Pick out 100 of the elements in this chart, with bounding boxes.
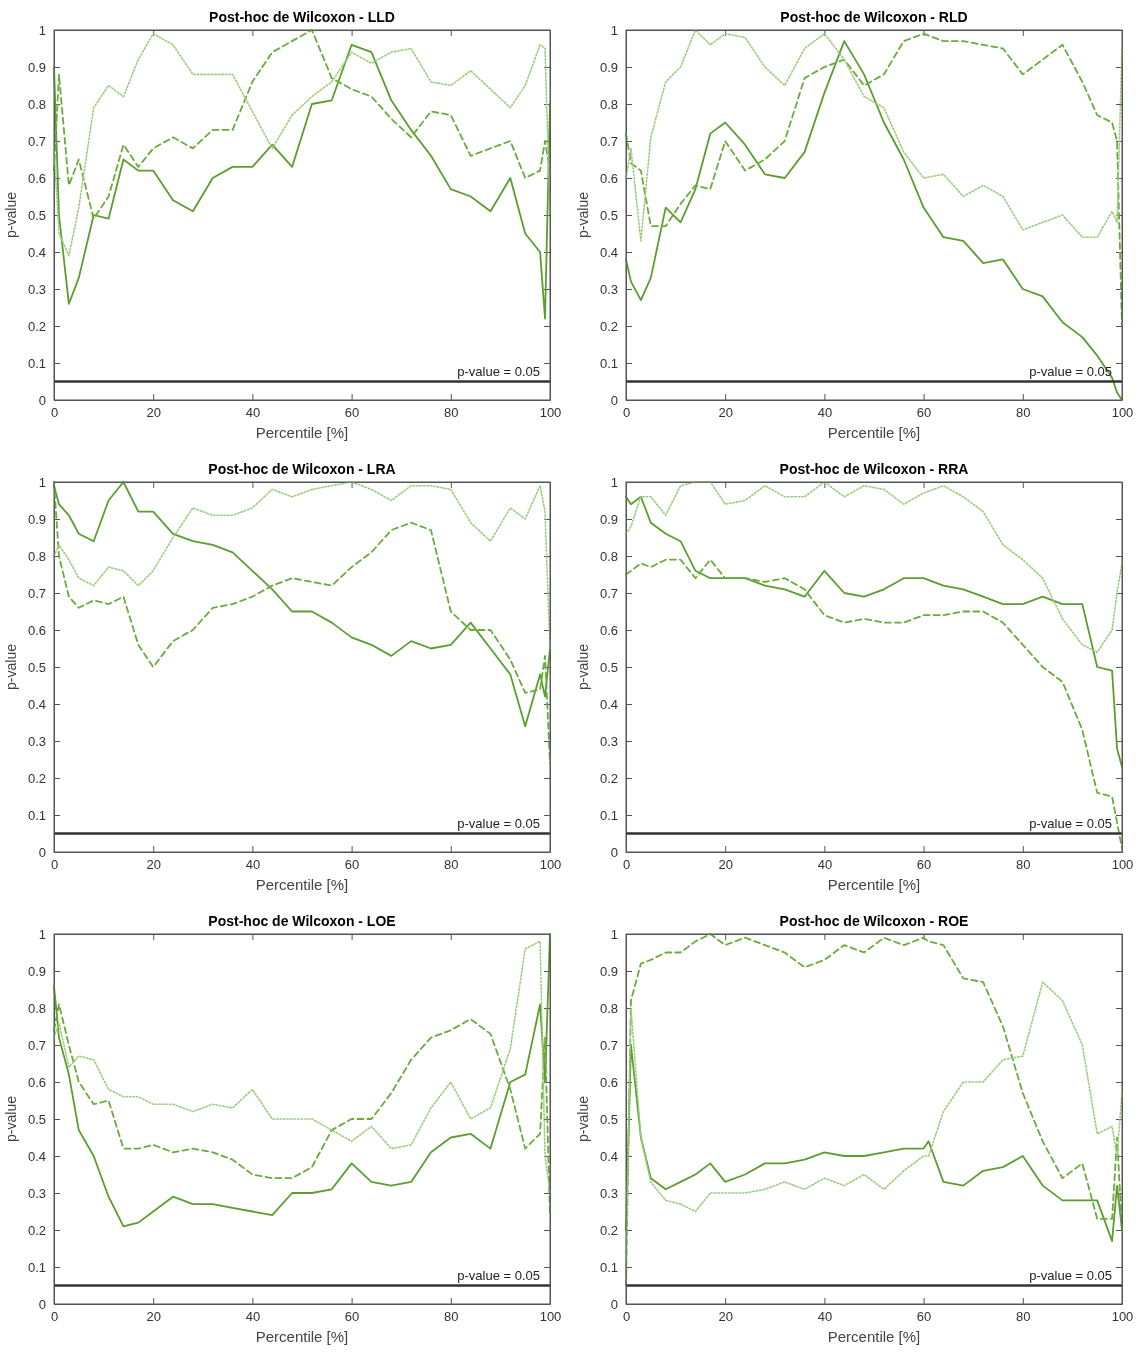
y-tick-label: 0.1 xyxy=(599,1259,618,1275)
y-tick-label: 0.6 xyxy=(27,622,46,638)
x-tick-label: 40 xyxy=(817,1309,833,1325)
x-tick-label: 100 xyxy=(1111,405,1134,421)
x-tick-label: 0 xyxy=(622,1309,631,1325)
y-tick-label: 0.4 xyxy=(599,244,618,260)
y-axis-title: p-value xyxy=(3,643,19,690)
y-tick-label: 1 xyxy=(610,926,618,942)
y-tick-label: 0.3 xyxy=(27,733,46,749)
x-tick-label: 0 xyxy=(622,857,631,873)
y-tick-label: 0.1 xyxy=(27,807,46,823)
y-tick-label: 0.7 xyxy=(599,133,618,149)
x-tick-label: 80 xyxy=(444,405,459,421)
y-tick-label: 0.9 xyxy=(599,963,618,979)
x-axis-title: Percentile [%] xyxy=(255,1328,349,1345)
x-tick-label: 40 xyxy=(245,405,261,421)
y-tick-label: 0.6 xyxy=(599,170,618,186)
y-tick-label: 0.7 xyxy=(599,585,618,601)
chart-title: Post-hoc de Wilcoxon - LOE xyxy=(208,913,396,929)
x-axis-title: Percentile [%] xyxy=(255,424,349,441)
y-tick-label: 0.6 xyxy=(599,1074,618,1090)
y-tick-label: 0.8 xyxy=(27,96,46,112)
y-tick-label: 0.4 xyxy=(599,696,618,712)
y-axis-title: p-value xyxy=(3,1095,19,1142)
ref-line-label: p-value = 0.05 xyxy=(457,363,540,379)
y-tick-label: 0.9 xyxy=(599,511,618,527)
y-tick-label: 0.3 xyxy=(599,733,618,749)
ref-line-label: p-value = 0.05 xyxy=(457,815,540,831)
y-tick-label: 1 xyxy=(38,926,46,942)
x-tick-label: 40 xyxy=(817,405,833,421)
y-tick-label: 0.8 xyxy=(599,548,618,564)
y-tick-label: 0 xyxy=(610,392,618,408)
x-tick-label: 60 xyxy=(344,857,360,873)
y-tick-label: 0 xyxy=(38,844,46,860)
x-tick-label: 0 xyxy=(50,1309,59,1325)
x-tick-label: 60 xyxy=(916,857,932,873)
y-tick-label: 0.9 xyxy=(27,511,46,527)
x-axis-title: Percentile [%] xyxy=(827,424,921,441)
y-tick-label: 0.9 xyxy=(599,59,618,75)
y-tick-label: 0.5 xyxy=(599,1111,618,1127)
y-tick-label: 0.8 xyxy=(599,96,618,112)
chart-title: Post-hoc de Wilcoxon - LLD xyxy=(209,9,395,25)
y-axis-title: p-value xyxy=(3,191,19,238)
y-tick-label: 0.6 xyxy=(27,1074,46,1090)
chart-title: Post-hoc de Wilcoxon - ROE xyxy=(779,913,969,929)
y-tick-label: 0.7 xyxy=(27,133,46,149)
y-tick-label: 0.7 xyxy=(27,585,46,601)
y-tick-label: 0.8 xyxy=(27,548,46,564)
y-tick-label: 0.2 xyxy=(27,318,46,334)
y-tick-label: 0.9 xyxy=(27,59,46,75)
y-tick-label: 0.5 xyxy=(27,659,46,675)
y-tick-label: 1 xyxy=(610,474,618,490)
x-tick-label: 60 xyxy=(344,405,360,421)
y-tick-label: 0.3 xyxy=(27,281,46,297)
y-tick-label: 0 xyxy=(610,844,618,860)
x-axis-title: Percentile [%] xyxy=(827,876,921,893)
x-tick-label: 20 xyxy=(718,405,733,421)
y-tick-label: 0.6 xyxy=(599,622,618,638)
y-tick-label: 0.1 xyxy=(599,807,618,823)
x-tick-label: 100 xyxy=(539,857,562,873)
x-tick-label: 80 xyxy=(1016,405,1031,421)
y-tick-label: 0.3 xyxy=(27,1185,46,1201)
y-tick-label: 0.7 xyxy=(599,1037,618,1053)
ref-line-label: p-value = 0.05 xyxy=(1029,815,1112,831)
y-tick-label: 0.9 xyxy=(27,963,46,979)
y-tick-label: 0.3 xyxy=(599,281,618,297)
x-tick-label: 60 xyxy=(344,1309,360,1325)
chart-title: Post-hoc de Wilcoxon - RLD xyxy=(780,9,968,25)
y-tick-label: 0 xyxy=(38,392,46,408)
x-tick-label: 20 xyxy=(146,857,161,873)
y-tick-label: 0.8 xyxy=(599,1000,618,1016)
y-tick-label: 0.1 xyxy=(599,355,618,371)
x-tick-label: 40 xyxy=(817,857,833,873)
y-tick-label: 0.5 xyxy=(27,207,46,223)
x-tick-label: 0 xyxy=(50,405,59,421)
y-tick-label: 0 xyxy=(610,1296,618,1312)
line-series xyxy=(625,495,1123,768)
x-tick-label: 20 xyxy=(718,857,733,873)
line-series xyxy=(625,1044,1123,1242)
ref-line-label: p-value = 0.05 xyxy=(1029,1267,1112,1283)
y-tick-label: 0.2 xyxy=(27,1222,46,1238)
y-axis-title: p-value xyxy=(575,1095,591,1142)
x-tick-label: 100 xyxy=(1111,1309,1134,1325)
x-tick-label: 100 xyxy=(539,1309,562,1325)
y-tick-label: 0.4 xyxy=(27,244,46,260)
x-tick-label: 80 xyxy=(1016,1309,1031,1325)
y-tick-label: 0.4 xyxy=(27,1148,46,1164)
y-tick-label: 0.2 xyxy=(599,770,618,786)
y-tick-label: 0.5 xyxy=(27,1111,46,1127)
x-tick-label: 40 xyxy=(245,1309,261,1325)
chart-title: Post-hoc de Wilcoxon - RRA xyxy=(779,461,969,477)
x-tick-label: 80 xyxy=(1016,857,1031,873)
y-tick-label: 0.6 xyxy=(27,170,46,186)
x-tick-label: 0 xyxy=(622,405,631,421)
y-tick-label: 0.1 xyxy=(27,1259,46,1275)
y-tick-label: 0.4 xyxy=(27,696,46,712)
y-tick-label: 0.4 xyxy=(599,1148,618,1164)
x-tick-label: 60 xyxy=(916,1309,932,1325)
y-tick-label: 1 xyxy=(38,474,46,490)
y-axis-title: p-value xyxy=(575,643,591,690)
